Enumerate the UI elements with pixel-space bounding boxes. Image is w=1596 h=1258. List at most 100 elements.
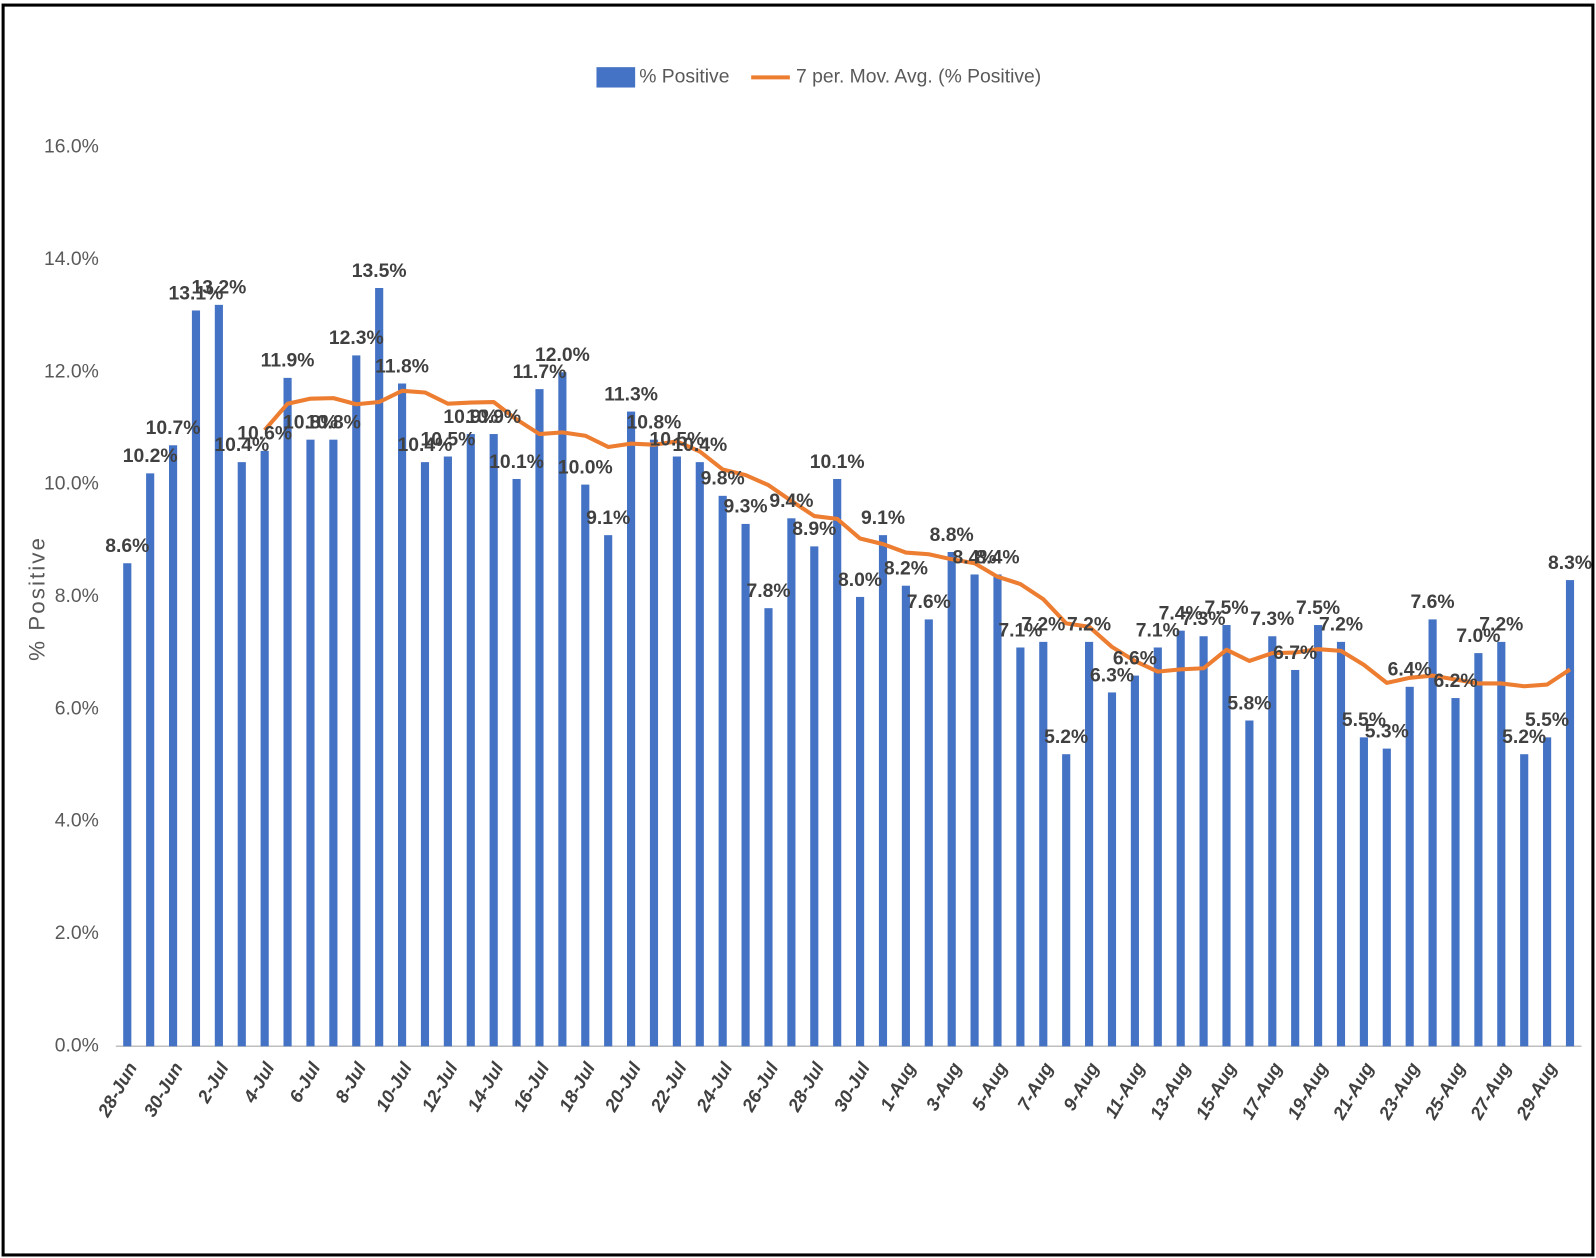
bar bbox=[1314, 625, 1323, 1047]
bar bbox=[627, 411, 636, 1047]
y-tick-label: 16.0% bbox=[44, 137, 99, 158]
y-tick-label: 14.0% bbox=[44, 249, 99, 270]
bar bbox=[649, 439, 659, 1047]
data-label: 7.1% bbox=[998, 620, 1042, 641]
data-label: 7.6% bbox=[907, 592, 951, 613]
bar bbox=[260, 450, 269, 1047]
data-label: 8.8% bbox=[930, 525, 974, 546]
y-tick-label: 12.0% bbox=[44, 361, 99, 382]
bar bbox=[1130, 675, 1139, 1047]
bar bbox=[878, 535, 888, 1047]
bar bbox=[329, 439, 338, 1047]
data-label: 8.9% bbox=[792, 519, 836, 540]
data-label: 7.4% bbox=[1159, 603, 1203, 624]
data-label: 10.8% bbox=[627, 412, 682, 433]
bar bbox=[1497, 641, 1506, 1047]
data-label: 6.4% bbox=[1388, 660, 1432, 681]
bar bbox=[214, 304, 223, 1047]
bar bbox=[306, 439, 315, 1047]
y-tick-label: 10.0% bbox=[44, 474, 99, 495]
bar bbox=[191, 310, 201, 1047]
bar bbox=[123, 563, 132, 1047]
data-label: 7.2% bbox=[1021, 615, 1065, 636]
data-label: 10.7% bbox=[146, 418, 201, 439]
data-label: 6.6% bbox=[1113, 648, 1157, 669]
bar bbox=[764, 608, 773, 1047]
bar bbox=[1382, 748, 1391, 1047]
y-axis-label: % Positive bbox=[25, 536, 50, 661]
data-label: 10.4% bbox=[398, 435, 453, 456]
bar bbox=[1222, 625, 1231, 1047]
data-label: 10.5% bbox=[649, 429, 704, 450]
data-label: 6.7% bbox=[1273, 643, 1317, 664]
bar bbox=[993, 574, 1002, 1047]
bar bbox=[1428, 619, 1437, 1047]
bar bbox=[558, 372, 567, 1047]
bar bbox=[718, 495, 727, 1047]
data-label: 8.4% bbox=[975, 547, 1019, 568]
data-label: 13.5% bbox=[352, 261, 407, 282]
data-label: 7.5% bbox=[1296, 598, 1340, 619]
data-label: 5.2% bbox=[1502, 727, 1546, 748]
bar bbox=[1474, 653, 1483, 1047]
data-label: 10.2% bbox=[123, 446, 178, 467]
bar bbox=[466, 434, 475, 1047]
data-label: 10.4% bbox=[672, 435, 727, 456]
bar bbox=[1565, 580, 1575, 1047]
bar bbox=[512, 478, 521, 1047]
data-label: 10.1% bbox=[810, 452, 865, 473]
bar bbox=[1291, 669, 1300, 1047]
bar bbox=[1520, 754, 1529, 1047]
bar bbox=[1451, 698, 1460, 1047]
bar bbox=[535, 389, 544, 1047]
bar bbox=[237, 462, 246, 1047]
bar bbox=[901, 585, 910, 1047]
data-label: 12.3% bbox=[329, 328, 384, 349]
data-label: 10.9% bbox=[443, 407, 498, 428]
data-label: 7.3% bbox=[1182, 609, 1226, 630]
data-label: 8.3% bbox=[1548, 553, 1592, 574]
data-label: 10.1% bbox=[489, 452, 544, 473]
data-label: 7.3% bbox=[1250, 609, 1294, 630]
data-label: 10.8% bbox=[283, 412, 338, 433]
data-label: 11.7% bbox=[513, 362, 567, 383]
bar bbox=[741, 523, 750, 1047]
data-label: 10.8% bbox=[306, 412, 361, 433]
data-label: 10.5% bbox=[420, 429, 475, 450]
y-tick-label: 2.0% bbox=[55, 923, 99, 944]
data-label: 7.0% bbox=[1456, 626, 1500, 647]
data-label: 8.2% bbox=[884, 559, 928, 580]
bar bbox=[1359, 737, 1368, 1047]
bar bbox=[1268, 636, 1277, 1047]
bar bbox=[443, 456, 452, 1047]
data-label: 7.2% bbox=[1319, 615, 1363, 636]
bar bbox=[1062, 754, 1071, 1047]
bar bbox=[1107, 692, 1117, 1047]
bar bbox=[375, 288, 384, 1047]
data-label: 5.2% bbox=[1044, 727, 1088, 748]
data-label: 13.1% bbox=[169, 283, 224, 304]
data-label: 9.8% bbox=[701, 469, 745, 490]
bar bbox=[1176, 630, 1185, 1047]
bar bbox=[970, 574, 979, 1047]
data-label: 9.3% bbox=[724, 497, 768, 518]
data-label: 7.1% bbox=[1136, 620, 1180, 641]
data-label: 10.0% bbox=[558, 457, 613, 478]
bar bbox=[1245, 720, 1254, 1047]
bar bbox=[581, 484, 590, 1047]
bar bbox=[604, 535, 613, 1047]
data-label: 5.5% bbox=[1342, 710, 1386, 731]
data-label: 6.3% bbox=[1090, 665, 1134, 686]
data-label: 8.0% bbox=[838, 570, 882, 591]
data-label: 9.1% bbox=[586, 508, 630, 529]
data-label: 7.2% bbox=[1479, 615, 1523, 636]
legend-label: % Positive bbox=[639, 66, 729, 87]
data-label: 10.6% bbox=[237, 424, 292, 445]
data-label: 9.4% bbox=[769, 491, 813, 512]
legend-label: 7 per. Mov. Avg. (% Positive) bbox=[796, 66, 1041, 87]
bar bbox=[924, 619, 933, 1047]
bar bbox=[352, 355, 361, 1047]
bar bbox=[169, 445, 178, 1047]
data-label: 8.6% bbox=[105, 536, 149, 557]
